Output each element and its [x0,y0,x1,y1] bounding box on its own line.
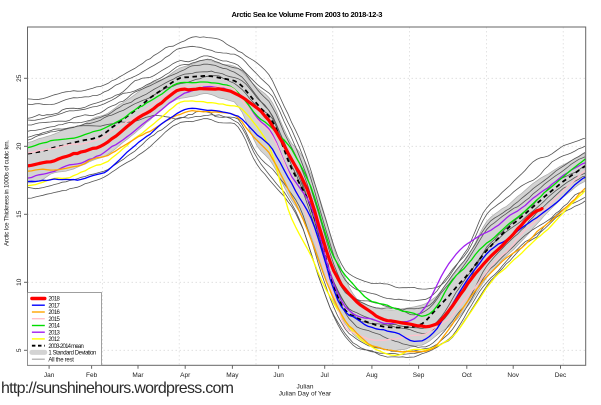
svg-text:Arctic Sea Ice Volume From 200: Arctic Sea Ice Volume From 2003 to 2018-… [232,10,383,19]
svg-text:2013: 2013 [48,330,60,336]
svg-text:http://sunshinehours.wordpress: http://sunshinehours.wordpress.com [1,380,234,397]
svg-text:Dec: Dec [555,372,567,379]
svg-text:Julian Day of Year: Julian Day of Year [279,390,332,397]
svg-text:Jan: Jan [44,372,55,379]
svg-text:10: 10 [16,278,23,286]
svg-text:2017: 2017 [48,303,60,309]
svg-text:Sep: Sep [413,372,425,379]
svg-text:Julian: Julian [297,383,314,390]
svg-text:Jun: Jun [273,372,284,379]
svg-text:Oct: Oct [462,372,472,379]
svg-text:25: 25 [16,74,23,82]
svg-text:2003-2014 mean: 2003-2014 mean [48,344,84,350]
svg-text:15: 15 [16,210,23,218]
svg-text:Feb: Feb [86,372,98,379]
svg-text:2012: 2012 [48,337,60,343]
svg-text:All the rest: All the rest [48,357,74,363]
svg-text:2014: 2014 [48,324,60,330]
svg-text:2016: 2016 [48,310,60,316]
svg-text:2018: 2018 [48,297,60,303]
svg-text:1 Standard Deviation: 1 Standard Deviation [48,351,96,357]
svg-text:2015: 2015 [48,317,60,323]
svg-text:Jul: Jul [321,372,330,379]
svg-text:Nov: Nov [507,372,519,379]
svg-text:May: May [226,372,239,379]
svg-text:5: 5 [16,348,23,352]
svg-text:20: 20 [16,142,23,150]
svg-text:Apr: Apr [180,372,191,379]
svg-text:Mar: Mar [132,372,144,379]
svg-text:Aug: Aug [366,372,378,379]
svg-text:Arctic Ice Thickness in 1000s: Arctic Ice Thickness in 1000s of cubic k… [4,140,11,246]
